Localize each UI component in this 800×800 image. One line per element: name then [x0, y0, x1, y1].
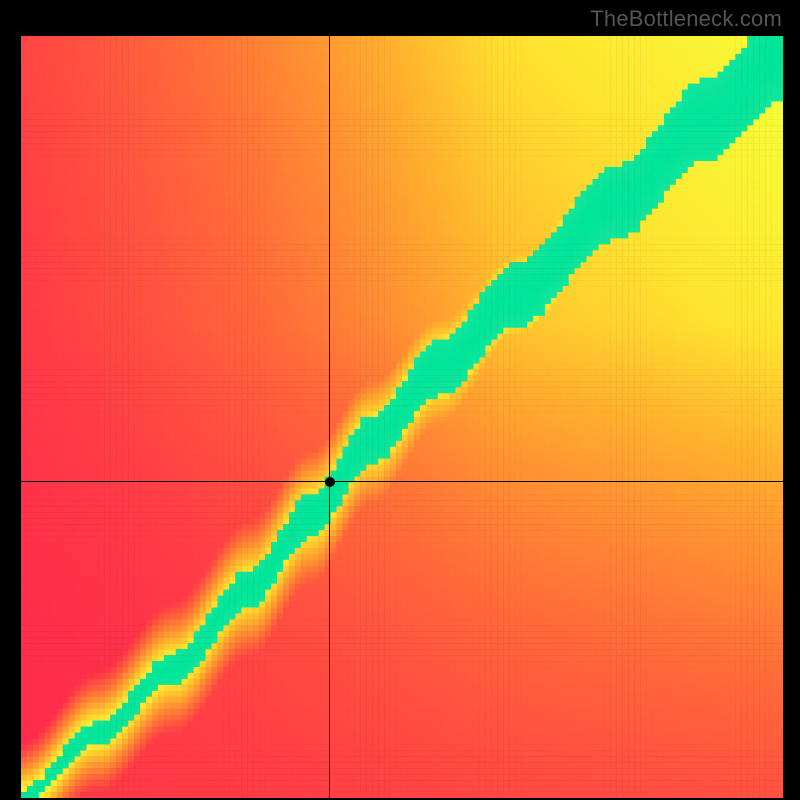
heatmap-plot — [21, 36, 783, 798]
heatmap-canvas — [21, 36, 783, 798]
root: TheBottleneck.com — [0, 0, 800, 800]
watermark-text: TheBottleneck.com — [590, 6, 782, 32]
